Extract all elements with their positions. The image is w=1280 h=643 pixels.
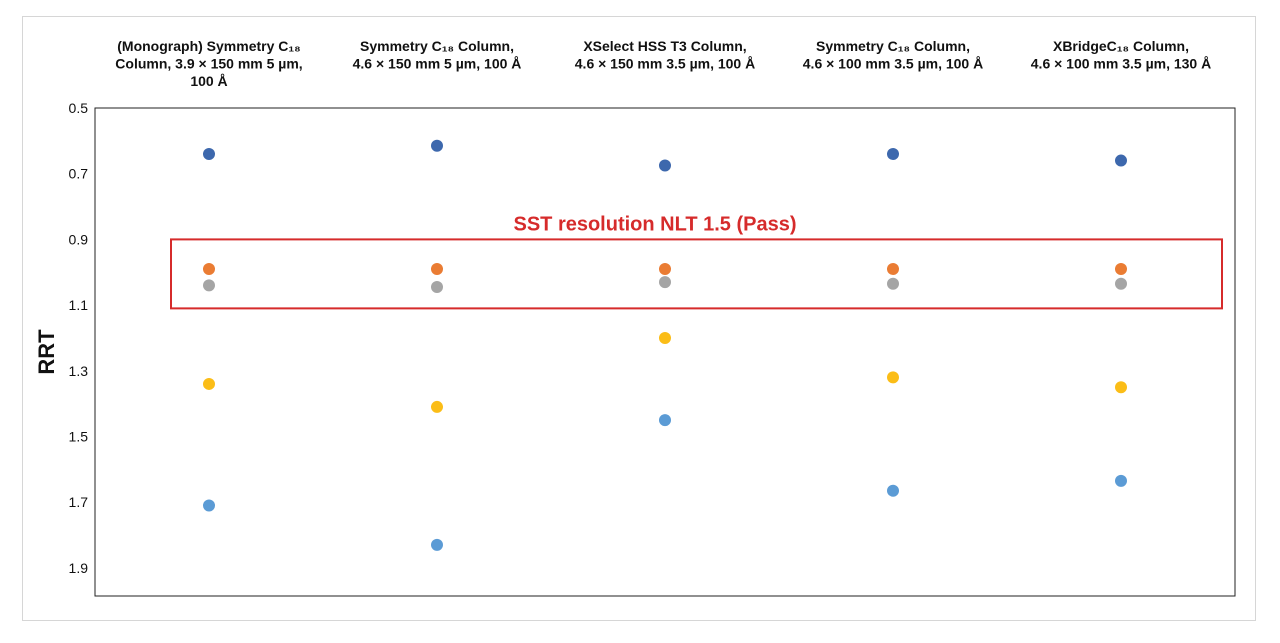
data-point-series-1-col-2 bbox=[431, 139, 443, 152]
data-point-series-5-col-2 bbox=[431, 538, 443, 551]
data-point-series-1-col-5 bbox=[1115, 154, 1127, 167]
y-axis-title: RRT bbox=[34, 329, 59, 375]
plot-area bbox=[94, 107, 1236, 597]
y-tick-label: 1.3 bbox=[69, 363, 89, 379]
column-label-1-line-2: Column, 3.9 × 150 mm 5 µm, bbox=[115, 56, 302, 72]
data-point-series-5-col-1 bbox=[203, 499, 215, 512]
column-label-3-line-2: 4.6 × 150 mm 3.5 µm, 100 Å bbox=[575, 56, 755, 72]
y-tick-label: 0.9 bbox=[69, 231, 89, 247]
column-label-5-line-2: 4.6 × 100 mm 3.5 µm, 130 Å bbox=[1031, 56, 1211, 72]
y-tick-label: 1.1 bbox=[69, 297, 89, 313]
column-label-1-line-1: (Monograph) Symmetry C₁₈ bbox=[117, 38, 300, 54]
column-label-1-line-3: 100 Å bbox=[190, 73, 227, 89]
data-point-series-3-col-1 bbox=[203, 279, 215, 292]
data-point-series-2-col-2 bbox=[431, 262, 443, 275]
y-tick-label: 1.9 bbox=[69, 560, 89, 576]
data-point-series-4-col-2 bbox=[431, 400, 443, 413]
data-points bbox=[203, 139, 1127, 551]
y-tick-label: 0.5 bbox=[69, 100, 89, 116]
column-label-2-line-2: 4.6 × 150 mm 5 µm, 100 Å bbox=[353, 56, 522, 72]
data-point-series-5-col-4 bbox=[887, 484, 899, 497]
data-point-series-3-col-4 bbox=[887, 277, 899, 290]
data-point-series-4-col-1 bbox=[203, 377, 215, 390]
sst-resolution-box bbox=[170, 238, 1223, 310]
data-point-series-1-col-3 bbox=[659, 159, 671, 172]
y-tick-label: 1.5 bbox=[69, 429, 89, 445]
data-point-series-4-col-5 bbox=[1115, 381, 1127, 394]
data-point-series-1-col-1 bbox=[203, 147, 215, 160]
data-point-series-4-col-4 bbox=[887, 371, 899, 384]
column-label-4-line-1: Symmetry C₁₈ Column, bbox=[816, 38, 970, 54]
data-point-series-2-col-3 bbox=[659, 262, 671, 275]
data-point-series-1-col-4 bbox=[887, 147, 899, 160]
data-point-series-2-col-5 bbox=[1115, 262, 1127, 275]
data-point-series-5-col-3 bbox=[659, 414, 671, 427]
data-point-series-3-col-5 bbox=[1115, 277, 1127, 290]
column-label-4-line-2: 4.6 × 100 mm 3.5 µm, 100 Å bbox=[803, 56, 983, 72]
column-label-5-line-1: XBridgeC₁₈ Column, bbox=[1053, 38, 1189, 54]
data-point-series-4-col-3 bbox=[659, 331, 671, 344]
y-tick-label: 1.7 bbox=[69, 494, 89, 510]
data-point-series-3-col-2 bbox=[431, 281, 443, 294]
column-label-3-line-1: XSelect HSS T3 Column, bbox=[583, 38, 746, 54]
data-point-series-2-col-4 bbox=[887, 262, 899, 275]
data-point-series-2-col-1 bbox=[203, 262, 215, 275]
data-point-series-5-col-5 bbox=[1115, 474, 1127, 487]
y-tick-label: 0.7 bbox=[69, 166, 89, 182]
chart-frame bbox=[22, 16, 1256, 621]
y-ticks: 0.5 0.7 0.9 1.1 1.3 1.5 1.7 1.9 bbox=[69, 100, 89, 576]
column-label-2-line-1: Symmetry C₁₈ Column, bbox=[360, 38, 514, 54]
sst-resolution-label: SST resolution NLT 1.5 (Pass) bbox=[513, 213, 796, 235]
data-point-series-3-col-3 bbox=[659, 276, 671, 289]
column-labels: (Monograph) Symmetry C₁₈ Column, 3.9 × 15… bbox=[115, 38, 1211, 89]
